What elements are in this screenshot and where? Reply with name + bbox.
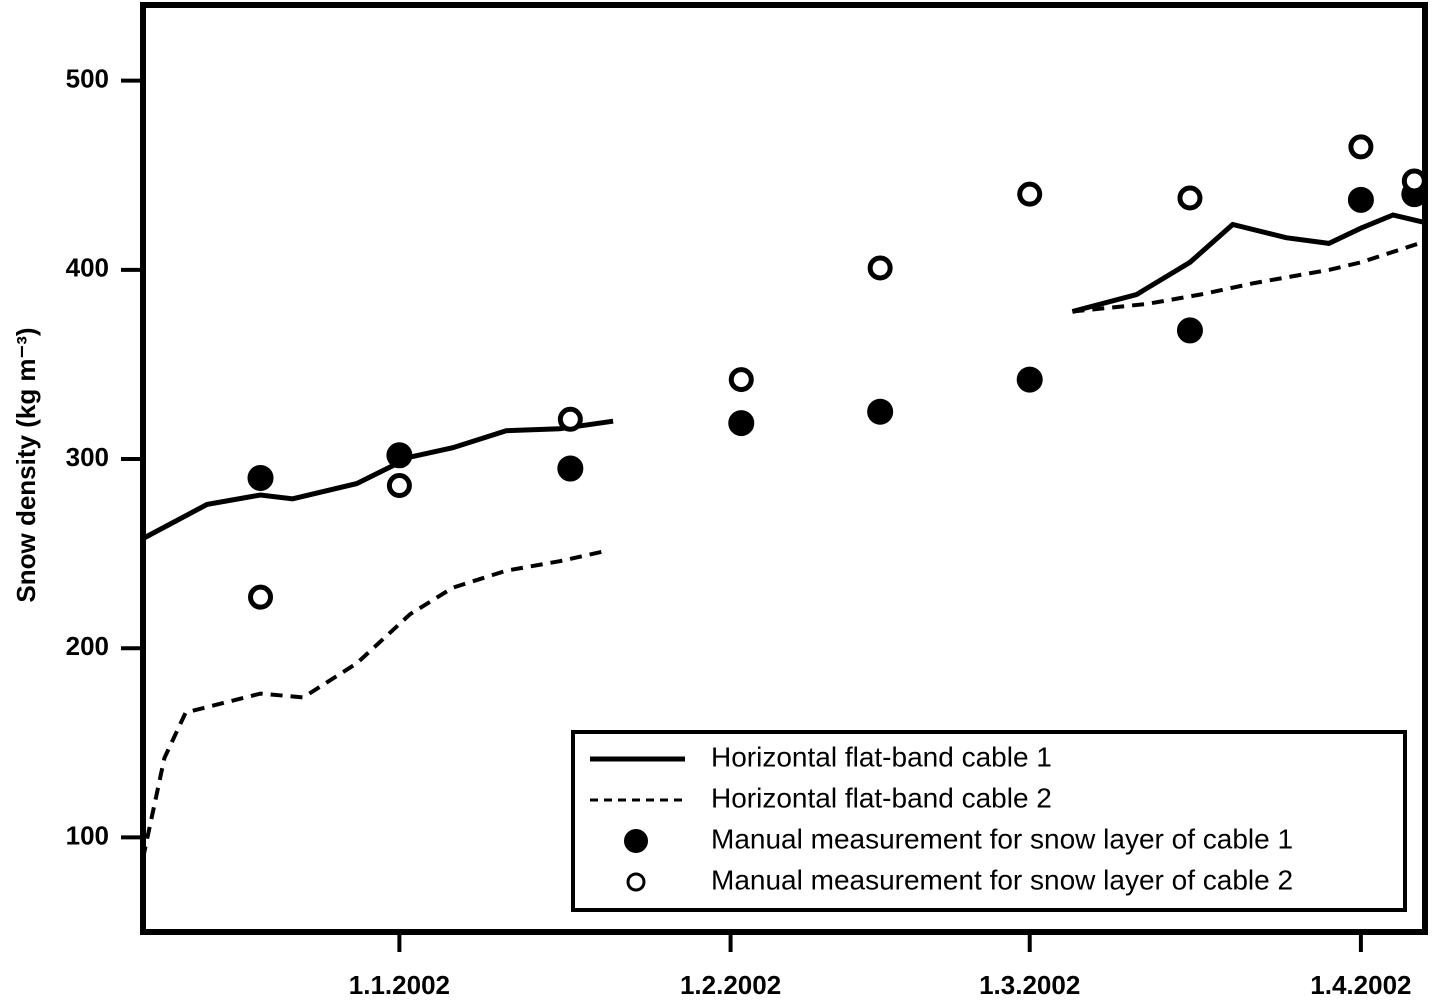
legend-box — [571, 730, 1407, 912]
legend-label: Manual measurement for snow layer of cab… — [711, 823, 1293, 854]
plot-frame — [140, 2, 1428, 935]
y-tick-label: 300 — [66, 442, 109, 472]
x-tick-label: 1.3.2002 — [979, 970, 1080, 1000]
x-tick-label: 1.2.2002 — [680, 970, 781, 1000]
data-point — [386, 473, 412, 499]
data-point — [728, 367, 754, 393]
y-tick-label: 200 — [66, 631, 109, 661]
x-tick-label: 1.1.2002 — [349, 970, 450, 1000]
data-point — [248, 584, 274, 610]
y-tick-label: 100 — [66, 820, 109, 850]
data-point — [557, 406, 583, 432]
legend-swatch — [624, 829, 648, 853]
x-tick-label: 1.4.2002 — [1310, 970, 1411, 1000]
y-tick-label: 500 — [66, 64, 109, 94]
data-point — [867, 398, 894, 425]
y-axis-label: Snow density (kg m⁻³) — [11, 327, 41, 602]
data-point — [1177, 185, 1203, 211]
y-tick-label: 400 — [66, 253, 109, 283]
data-point — [1176, 317, 1203, 344]
data-point — [1016, 366, 1043, 393]
data-point — [557, 455, 584, 482]
data-point — [867, 255, 893, 281]
legend-label: Horizontal flat-band cable 2 — [711, 782, 1052, 813]
data-point — [728, 410, 755, 437]
legend-label: Horizontal flat-band cable 1 — [711, 741, 1052, 772]
data-point — [1348, 134, 1374, 160]
data-point — [386, 442, 413, 469]
series-line — [141, 239, 1426, 859]
data-point — [1347, 186, 1374, 213]
series-line — [141, 212, 1426, 541]
data-point — [247, 464, 274, 491]
legend-label: Manual measurement for snow layer of cab… — [711, 864, 1293, 895]
data-point — [1401, 168, 1427, 194]
data-point — [1017, 181, 1043, 207]
legend-swatch — [626, 872, 646, 892]
